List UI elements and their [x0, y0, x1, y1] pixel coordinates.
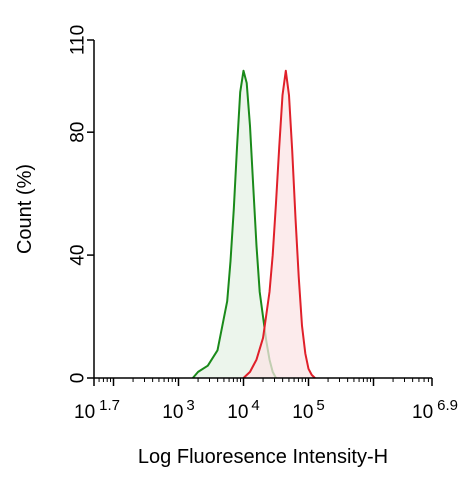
x-axis-label: Log Fluoresence Intensity-H	[138, 446, 388, 468]
y-tick-label-80: 80	[68, 122, 89, 143]
x-tick-label-0: 10 1.7	[74, 397, 120, 423]
series-0-area	[192, 70, 276, 378]
x-tick-label-4: 10 6.9	[412, 397, 458, 423]
y-tick-label-110: 110	[68, 25, 89, 55]
series-1-line	[242, 69, 316, 379]
axis-ticks: 0 40 80 110 10 1.7 10 3 10 4 10 5 10 6.9	[68, 25, 459, 423]
y-tick-label-0: 0	[68, 373, 89, 384]
x-tick-label-3: 10 5	[292, 397, 324, 423]
series-1-area	[243, 70, 315, 378]
series-areas	[192, 69, 316, 379]
x-tick-label-2: 10 4	[227, 397, 259, 423]
y-tick-label-40: 40	[68, 245, 89, 266]
y-axis-label: Count (%)	[14, 164, 36, 254]
x-tick-label-1: 10 3	[162, 397, 194, 423]
